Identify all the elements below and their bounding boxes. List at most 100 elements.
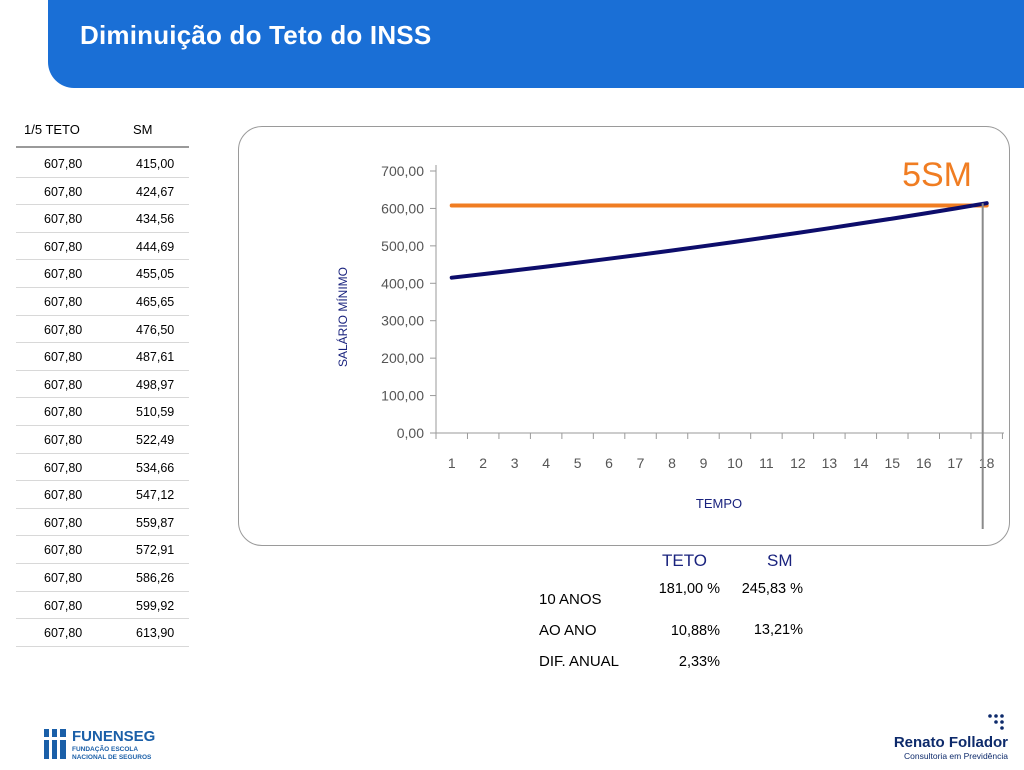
summary-teto-difanual: 2,33% [678,654,720,670]
table-row: 607,80 498,97 [16,371,189,399]
table-row: 607,80 444,69 [16,233,189,261]
summary-sm-aoano: 13,21% [753,622,803,638]
cell-teto: 607,80 [44,432,83,447]
table-row: 607,80 534,66 [16,454,189,482]
cell-sm: 424,67 [136,184,175,199]
x-tick-label: 17 [947,455,963,471]
y-tick-label: 600,00 [381,200,424,216]
table-header-sm: SM [133,122,153,137]
y-tick-label: 400,00 [381,275,424,291]
cell-teto: 607,80 [44,543,83,558]
y-tick-label: 700,00 [381,163,424,179]
summary-head-sm: SM [767,551,793,570]
series-line-2 [449,201,989,280]
y-tick-label: 100,00 [381,388,424,404]
cell-sm: 547,12 [136,488,175,503]
cell-sm: 599,92 [136,598,175,613]
cell-teto: 607,80 [44,157,83,171]
cell-sm: 476,50 [136,322,175,337]
cell-sm: 522,49 [136,432,175,447]
x-tick-label: 7 [637,455,645,471]
cell-teto: 607,80 [44,267,83,282]
table-row: 607,80 415,00 [16,150,189,178]
table-row: 607,80 487,61 [16,343,189,371]
cell-sm: 572,91 [136,543,175,558]
y-tick-label: 300,00 [381,313,424,329]
table-row: 607,80 476,50 [16,316,189,344]
cell-teto: 607,80 [44,350,83,365]
summary-label-10anos: 10 ANOS [539,591,602,608]
cell-sm: 434,56 [136,212,175,227]
table-row: 607,80 613,90 [16,619,189,647]
x-tick-label: 1 [448,455,456,471]
x-axis-label: TEMPO [696,496,742,511]
cell-sm: 559,87 [136,515,175,530]
cell-sm: 444,69 [136,239,175,254]
table-row: 607,80 586,26 [16,564,189,592]
annotation-5sm: 5SM [902,156,972,194]
follador-sub: Consultoria em Previdência [904,751,1008,761]
table-row: 607,80 522,49 [16,426,189,454]
cell-sm: 510,59 [136,405,175,420]
x-tick-label: 10 [727,455,743,471]
funenseg-sub2: NACIONAL DE SEGUROS [72,754,152,761]
cell-sm: 498,97 [136,377,175,392]
y-axis-label: SALÁRIO MÍNIMO [335,267,350,367]
cell-teto: 607,80 [44,488,83,503]
cell-teto: 607,80 [44,460,83,475]
x-tick-label: 13 [822,455,838,471]
x-tick-label: 9 [700,455,708,471]
line-chart: 5SM TEMPO SALÁRIO MÍNIMO 0,00 100,00 200,0… [335,156,1004,529]
funenseg-logo: FUNENSEG FUNDAÇÃO ESCOLA NACIONAL DE SEG… [40,725,170,770]
summary-sm-10anos: 245,83 % [741,581,803,597]
cell-teto: 607,80 [44,515,83,530]
data-table: 607,80 415,00 607,80 424,67 607,80 434,56 607,… [16,150,189,647]
table-row: 607,80 455,05 [16,260,189,288]
page-title: Diminuição do Teto do INSS [80,20,432,50]
table-header-teto: 1/5 TETO [24,122,80,137]
renato-follador-logo-mark-icon: Renato Follador Consultoria em Previdênc… [894,714,1008,761]
x-tick-label: 16 [916,455,932,471]
cell-sm: 534,66 [136,460,175,475]
x-tick-label: 5 [574,455,582,471]
table-row: 607,80 510,59 [16,398,189,426]
table-row: 607,80 572,91 [16,536,189,564]
renato-follador-logo: Renato Follador Consultoria em Previdênc… [866,712,1014,769]
cell-teto: 607,80 [44,294,83,309]
summary-label-aoano: AO ANO [539,622,597,639]
cell-teto: 607,80 [44,626,83,641]
cell-teto: 607,80 [44,212,83,227]
summary-head-teto: TETO [662,551,708,570]
cell-sm: 487,61 [136,350,175,365]
x-tick-label: 11 [759,455,774,471]
x-tick-label: 8 [668,455,676,471]
table-row: 607,80 434,56 [16,205,189,233]
funenseg-sub1: FUNDAÇÃO ESCOLA [72,744,138,753]
funenseg-logo-mark-icon: FUNENSEG FUNDAÇÃO ESCOLA NACIONAL DE SEG… [44,728,155,761]
y-tick-label: 200,00 [381,350,424,366]
cell-sm: 455,05 [136,267,175,282]
cell-sm: 465,65 [136,294,175,309]
table-row: 607,80 599,92 [16,592,189,620]
x-tick-label: 4 [542,455,550,471]
cell-teto: 607,80 [44,598,83,613]
table-row: 607,80 424,67 [16,178,189,206]
y-tick-label: 0,00 [397,425,424,441]
cell-teto: 607,80 [44,184,83,199]
x-tick-label: 18 [979,455,995,471]
cell-teto: 607,80 [44,405,83,420]
chart-frame: 5SM TEMPO SALÁRIO MÍNIMO 0,00 100,00 200,0… [238,126,1010,546]
cell-sm: 613,90 [136,626,175,641]
summary-teto-10anos: 181,00 % [658,581,720,597]
cell-teto: 607,80 [44,377,83,392]
cell-sm: 415,00 [136,157,175,171]
table-row: 607,80 465,65 [16,288,189,316]
y-tick-label: 500,00 [381,238,424,254]
x-tick-label: 6 [605,455,613,471]
x-tick-label: 3 [511,455,519,471]
cell-teto: 607,80 [44,570,83,585]
summary-label-difanual: DIF. ANUAL [539,653,620,670]
cell-sm: 586,26 [136,570,175,585]
header-banner: Diminuição do Teto do INSS [48,0,1024,88]
cell-teto: 607,80 [44,239,83,254]
